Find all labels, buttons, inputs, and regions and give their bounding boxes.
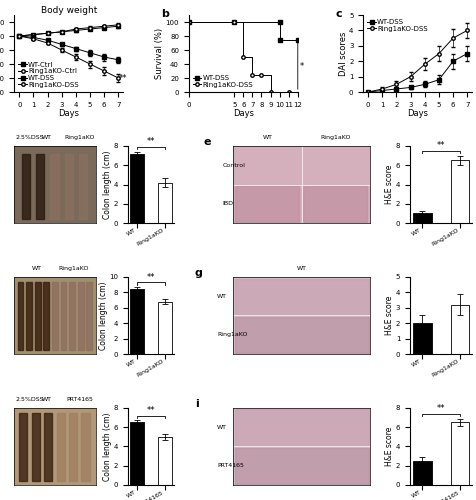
X-axis label: Days: Days — [232, 109, 253, 118]
Bar — [130, 288, 144, 354]
Bar — [26, 282, 32, 350]
Bar — [52, 282, 58, 350]
Text: e: e — [203, 136, 210, 146]
Text: WT: WT — [217, 424, 227, 430]
Text: WT: WT — [42, 135, 52, 140]
Text: **: ** — [119, 74, 127, 82]
Text: **: ** — [436, 141, 445, 150]
Bar — [43, 282, 49, 350]
Legend: WT-DSS, Ring1aKO-DSS: WT-DSS, Ring1aKO-DSS — [366, 18, 427, 32]
Text: **: ** — [436, 404, 445, 413]
Bar — [78, 282, 83, 350]
Text: Ring1aKO: Ring1aKO — [320, 135, 350, 140]
Bar — [450, 422, 468, 485]
Bar — [130, 422, 144, 485]
Bar — [158, 437, 171, 485]
Bar — [31, 414, 40, 481]
Bar — [234, 224, 298, 261]
Bar — [302, 224, 367, 261]
Bar — [234, 278, 368, 314]
Text: Control: Control — [222, 162, 245, 168]
X-axis label: Days: Days — [407, 109, 427, 118]
Bar — [19, 414, 27, 481]
Bar — [81, 414, 89, 481]
X-axis label: Days: Days — [58, 109, 79, 118]
Bar — [412, 323, 431, 354]
Y-axis label: H&E score: H&E score — [385, 427, 394, 466]
Bar — [412, 214, 431, 223]
Y-axis label: Colon length (cm): Colon length (cm) — [103, 150, 112, 219]
Text: **: ** — [146, 272, 155, 281]
Text: i: i — [195, 398, 198, 408]
Bar — [35, 282, 40, 350]
Text: Ring1aKO: Ring1aKO — [217, 332, 247, 338]
Bar — [69, 414, 77, 481]
Text: Ring1aKO: Ring1aKO — [64, 135, 95, 140]
Bar — [158, 182, 171, 223]
Bar — [130, 154, 144, 223]
Text: 2.5%DSS: 2.5%DSS — [16, 397, 44, 402]
Bar — [86, 282, 92, 350]
Bar — [18, 282, 23, 350]
Text: PRT4165: PRT4165 — [217, 463, 243, 468]
Legend: WT-DSS, Ring1aKO-DSS: WT-DSS, Ring1aKO-DSS — [192, 74, 253, 88]
Bar — [36, 154, 44, 219]
Bar — [302, 186, 367, 222]
Y-axis label: Survival (%): Survival (%) — [155, 28, 164, 79]
Bar — [450, 304, 468, 354]
Text: WT: WT — [296, 266, 306, 271]
Text: WT: WT — [217, 294, 227, 298]
Bar — [44, 414, 52, 481]
Bar — [65, 154, 73, 219]
Text: WT: WT — [31, 266, 41, 271]
Bar — [158, 302, 171, 354]
Y-axis label: H&E score: H&E score — [385, 165, 394, 204]
Text: **: ** — [146, 406, 155, 415]
Bar — [69, 282, 75, 350]
Text: Ring1aKO: Ring1aKO — [59, 266, 89, 271]
Bar — [79, 154, 87, 219]
Text: *: * — [299, 62, 303, 70]
Bar — [234, 448, 368, 484]
Legend: WT-Ctrl, Ring1aKO-Ctrl, WT-DSS, Ring1aKO-DSS: WT-Ctrl, Ring1aKO-Ctrl, WT-DSS, Ring1aKO… — [18, 61, 79, 88]
Text: 2.5%DSS: 2.5%DSS — [16, 135, 44, 140]
Text: WT: WT — [42, 397, 52, 402]
Text: WT: WT — [262, 135, 272, 140]
Text: IBD: IBD — [222, 202, 233, 206]
Text: g: g — [195, 268, 202, 278]
Bar — [21, 154, 30, 219]
Bar — [234, 410, 368, 446]
Bar — [50, 154, 59, 219]
Y-axis label: H&E score: H&E score — [385, 296, 394, 335]
Text: b: b — [161, 9, 169, 19]
Text: c: c — [335, 9, 342, 19]
Bar — [234, 317, 368, 353]
Y-axis label: DAI scores: DAI scores — [338, 32, 347, 76]
Y-axis label: Colon length (cm): Colon length (cm) — [103, 412, 112, 480]
Bar — [412, 461, 431, 485]
Bar — [234, 186, 298, 222]
Bar — [60, 282, 66, 350]
Text: PRT4165: PRT4165 — [66, 397, 93, 402]
Bar — [57, 414, 65, 481]
Title: Body weight: Body weight — [40, 6, 97, 15]
Text: **: ** — [146, 138, 155, 146]
Y-axis label: Colon length (cm): Colon length (cm) — [99, 281, 108, 349]
Bar — [450, 160, 468, 223]
